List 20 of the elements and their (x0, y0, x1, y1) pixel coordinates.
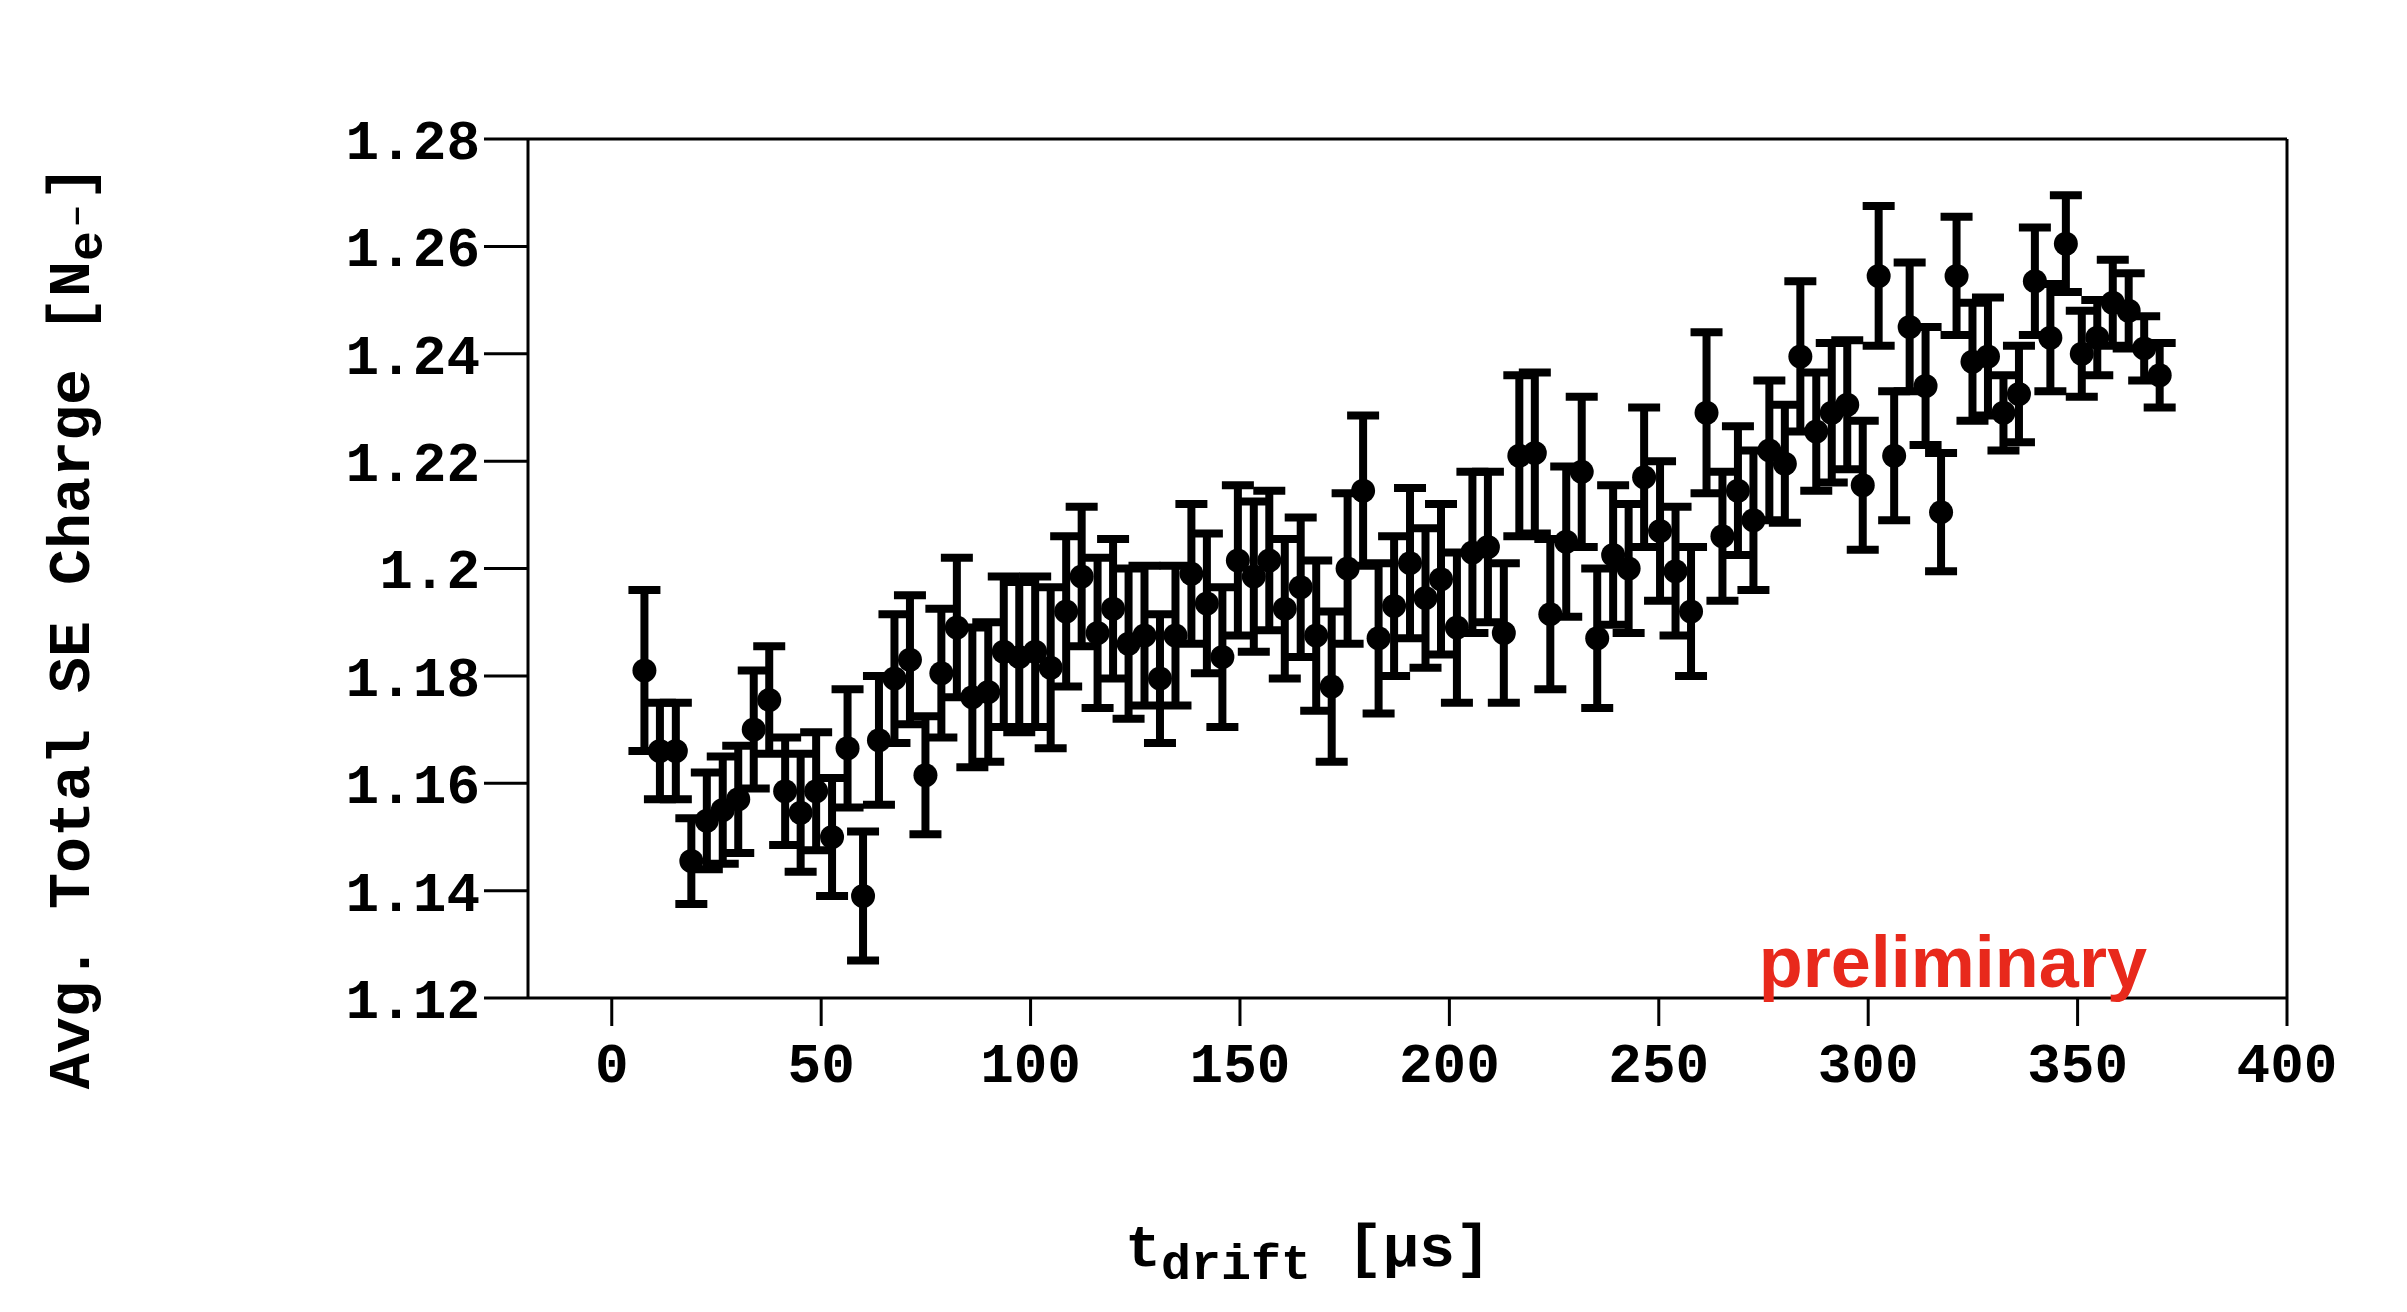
x-tick-label: 100 (980, 1034, 1081, 1099)
x-tick-label: 50 (787, 1034, 855, 1099)
y-tick-label: 1.24 (345, 326, 480, 391)
y-tick-label: 1.22 (345, 434, 480, 499)
y-tick-label: 1.18 (345, 648, 480, 713)
x-tick-label: 300 (1817, 1034, 1919, 1099)
y-tick-label: 1.14 (345, 863, 480, 928)
annotation: preliminary (1758, 921, 2147, 1004)
x-tick-label: 200 (1398, 1034, 1500, 1099)
x-tick-label: 350 (2027, 1034, 2129, 1099)
x-tick-label: 150 (1189, 1034, 1291, 1099)
y-tick-label: 1.16 (345, 756, 480, 821)
x-tick-label: 250 (1608, 1034, 1710, 1099)
x-tick-label: 0 (594, 1034, 629, 1099)
x-axis-title: t$_{drift}$ [μs] (1123, 1216, 1493, 1294)
y-tick-label: 1.12 (345, 970, 480, 1035)
y-tick-label: 1.2 (379, 541, 480, 606)
x-tick-label: 400 (2236, 1034, 2338, 1099)
y-tick-label: 1.26 (345, 219, 480, 284)
y-tick-label: 1.28 (345, 111, 480, 176)
